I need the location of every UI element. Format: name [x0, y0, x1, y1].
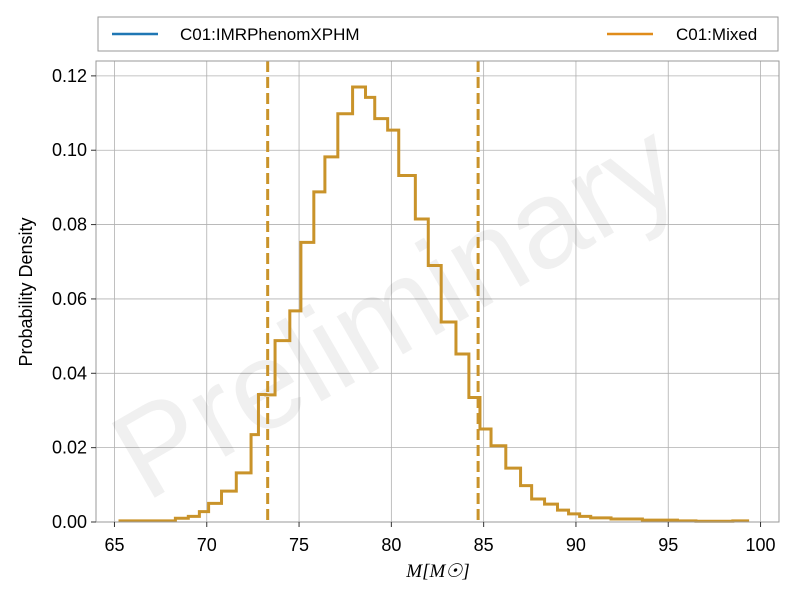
x-tick-label: 100 — [746, 535, 776, 555]
credible-interval-lines — [266, 61, 480, 522]
x-tick-label: 75 — [289, 535, 309, 555]
legend-label-imrphenomxphm: C01:IMRPhenomXPHM — [180, 25, 360, 44]
y-tick-label: 0.08 — [52, 215, 87, 235]
y-tick-label: 0.10 — [52, 140, 87, 160]
histogram-step-line — [118, 85, 750, 523]
x-tick-label: 80 — [381, 535, 401, 555]
x-tick-label: 90 — [566, 535, 586, 555]
plot-frame — [95, 60, 780, 523]
plot-area — [96, 61, 779, 522]
x-tick-label: 70 — [197, 535, 217, 555]
y-axis: 0.00 0.02 0.04 0.06 0.08 0.10 0.12 — [52, 66, 96, 532]
y-tick-label: 0.00 — [52, 512, 87, 532]
x-axis: 65 70 75 80 85 90 95 100 — [104, 522, 776, 555]
x-tick-label: 65 — [104, 535, 124, 555]
histogram — [118, 85, 750, 523]
y-tick-label: 0.02 — [52, 438, 87, 458]
y-tick-label: 0.06 — [52, 289, 87, 309]
legend-label-mixed: C01:Mixed — [676, 25, 757, 44]
y-tick-label: 0.12 — [52, 66, 87, 86]
y-tick-label: 0.04 — [52, 363, 87, 383]
legend: C01:IMRPhenomXPHM C01:Mixed — [97, 16, 779, 52]
y-axis-label: Probability Density — [16, 217, 36, 366]
x-axis-label: M[M☉] — [405, 561, 469, 582]
x-tick-label: 85 — [474, 535, 494, 555]
x-tick-label: 95 — [658, 535, 678, 555]
legend-box — [97, 16, 779, 52]
